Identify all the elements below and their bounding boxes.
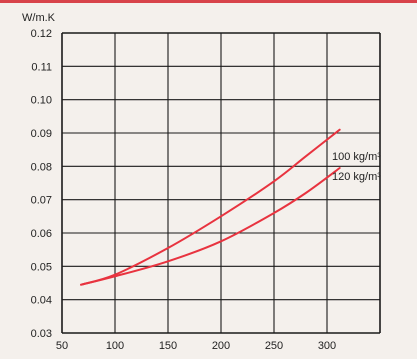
y-tick-label: 0.07 — [31, 195, 52, 207]
y-tick-label: 0.04 — [31, 295, 52, 307]
x-tick-label: 250 — [265, 340, 283, 352]
y-axis-label: W/m.K — [22, 12, 56, 24]
x-tick-label: 150 — [159, 340, 177, 352]
series-lines — [80, 128, 341, 286]
x-tick-label: 50 — [56, 340, 68, 352]
series-line-1 — [80, 167, 341, 286]
x-tick-label: 300 — [318, 340, 336, 352]
y-tick-label: 0.06 — [31, 228, 52, 240]
x-tick-labels: 50 100 150 200 250 300 — [56, 340, 336, 352]
x-tick-label: 100 — [106, 340, 124, 352]
series-label-100: 100 kg/m³ — [332, 151, 381, 163]
y-tick-label: 0.12 — [31, 28, 52, 40]
y-tick-label: 0.10 — [31, 95, 52, 107]
x-tick-label: 200 — [212, 340, 230, 352]
y-tick-label: 0.11 — [31, 61, 52, 73]
grid — [61, 32, 381, 334]
y-tick-labels: 0.03 0.04 0.05 0.06 0.07 0.08 0.09 0.10 0.11 0.12 — [31, 28, 52, 340]
y-tick-label: 0.08 — [31, 161, 52, 173]
y-tick-label: 0.09 — [31, 128, 52, 140]
series-label-120: 120 kg/m³ — [332, 171, 381, 183]
series-line-0 — [80, 128, 341, 286]
y-tick-label: 0.03 — [31, 328, 52, 340]
y-tick-label: 0.05 — [31, 261, 52, 273]
top-accent-bar — [0, 0, 417, 3]
